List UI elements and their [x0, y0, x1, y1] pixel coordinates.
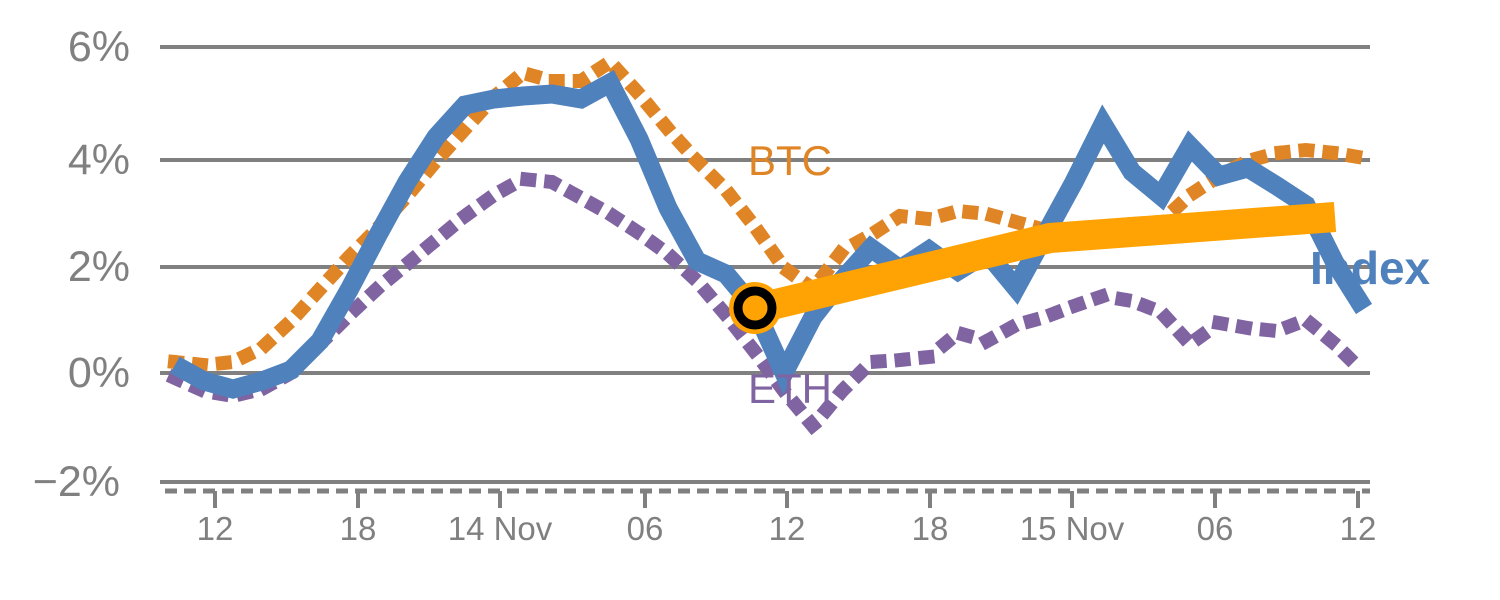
- y-tick-label-4: 4%: [67, 136, 130, 184]
- x-tick-label-0: 12: [196, 510, 234, 547]
- series-line-eth: [165, 171, 1374, 437]
- y-tick-label-6: 6%: [67, 23, 130, 71]
- series-label-eth: ETH: [748, 365, 832, 412]
- y-tick-label-0: 0%: [67, 349, 130, 397]
- x-tick-marks: [213, 491, 1360, 508]
- series-line-index-forecast: [751, 202, 1337, 324]
- series-label-index: Index: [1310, 242, 1431, 294]
- y-tick-label-minus2: −2%: [32, 458, 120, 506]
- x-tick-label-4: 12: [768, 510, 806, 547]
- gridlines: [160, 45, 1370, 484]
- x-tick-label-7: 06: [1196, 510, 1234, 547]
- forecast-start-marker[interactable]: [729, 282, 781, 334]
- series-label-btc: BTC: [748, 137, 832, 184]
- x-tick-label-2: 14 Nov: [447, 510, 553, 547]
- x-tick-label-1: 18: [339, 510, 377, 547]
- x-tick-label-5: 18: [911, 510, 949, 547]
- y-tick-label-2: 2%: [67, 243, 130, 291]
- x-tick-label-8: 12: [1339, 510, 1377, 547]
- series-line-index: [170, 69, 1373, 399]
- x-tick-label-3: 06: [626, 510, 664, 547]
- x-tick-label-6: 15 Nov: [1019, 510, 1125, 547]
